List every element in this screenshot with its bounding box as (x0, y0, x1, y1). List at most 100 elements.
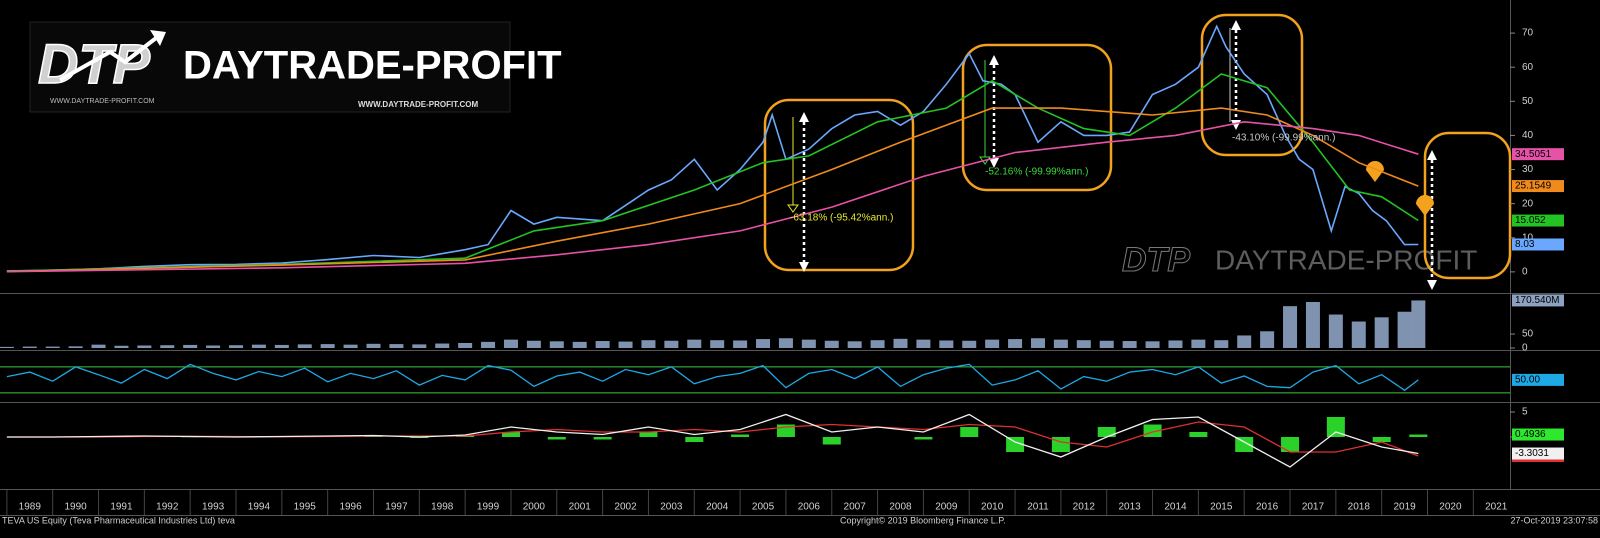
logo-url: WWW.DAYTRADE-PROFIT.COM (358, 100, 478, 109)
bar (343, 344, 358, 348)
x-tick-label: 2014 (1164, 502, 1187, 513)
measure-head (787, 204, 799, 213)
bar (1281, 437, 1300, 452)
annotation: -63.18% (-95.42%ann.) (790, 213, 893, 224)
bar (962, 340, 977, 348)
x-tick-label: 2015 (1210, 502, 1233, 513)
last-value-box (1512, 180, 1564, 193)
bar (501, 432, 520, 437)
x-tick-label: 2000 (523, 502, 546, 513)
logo-mark: DTP (38, 32, 151, 95)
bar (320, 344, 335, 348)
bar (412, 344, 427, 348)
x-tick-label: 2002 (614, 502, 637, 513)
x-tick-label: 2010 (981, 502, 1004, 513)
y-tick-label: 70 (1522, 28, 1534, 39)
last-value-label: 50.00 (1515, 375, 1540, 386)
x-tick-label: 2021 (1485, 502, 1508, 513)
last-value-label: 34.5051 (1515, 149, 1552, 160)
last-value-label: 8.03 (1515, 239, 1535, 250)
line (6, 413, 1419, 468)
bar (914, 437, 933, 440)
x-tick-label: 2012 (1073, 502, 1096, 513)
y-tick-label: 0 (1522, 267, 1528, 278)
y-tick-label: 5 (1522, 407, 1528, 418)
line (6, 363, 1419, 392)
last-value-label: 25.1549 (1515, 181, 1552, 192)
alert-icon (1366, 161, 1384, 182)
bar (251, 344, 266, 348)
bar (1214, 340, 1229, 348)
x-tick-label: 2018 (1348, 502, 1371, 513)
x-tick-label: 2007 (844, 502, 867, 513)
last-value-box (1512, 294, 1564, 307)
x-tick-label: 2001 (569, 502, 592, 513)
arrow-head (1427, 150, 1437, 160)
bar (1145, 341, 1160, 348)
footer-right: 27-Oct-2019 23:07:58 (1510, 515, 1598, 525)
bar (91, 344, 106, 348)
last-value-box (1512, 214, 1564, 227)
bar (756, 339, 771, 348)
bar (847, 341, 862, 348)
logo-arrow-head (150, 30, 166, 46)
plot: 170.540M (0, 294, 1564, 348)
x-tick-label: 1996 (339, 502, 362, 513)
bar (114, 345, 129, 348)
bar (366, 343, 381, 348)
bar (503, 339, 518, 348)
bar (274, 344, 289, 348)
bar (183, 344, 198, 348)
bar (1397, 311, 1412, 348)
bar (1409, 434, 1428, 437)
x-tick-label: 2019 (1393, 502, 1416, 513)
x-tick-label: 2016 (1256, 502, 1279, 513)
bar (1168, 340, 1183, 348)
line (6, 24, 1419, 272)
y-tick-label: 50 (1522, 329, 1534, 340)
arrow-head (989, 55, 999, 65)
plot: 0.4936-3.8-3.3031 (6, 413, 1564, 468)
x-tick-label: 1994 (248, 502, 271, 513)
annotation: -52.16% (-99.99%ann.) (985, 167, 1088, 178)
bar (1006, 437, 1025, 452)
watermark-name: DAYTRADE-PROFIT (1215, 244, 1477, 275)
bar (1189, 432, 1208, 437)
last-value-label: -3.3031 (1515, 448, 1549, 459)
bar (1122, 341, 1137, 348)
line (6, 120, 1419, 273)
x-tick-label: 1997 (385, 502, 408, 513)
y-tick-label: 0 (1522, 343, 1528, 354)
bar (45, 346, 60, 348)
bar (710, 340, 725, 348)
x-tick-label: 2008 (889, 502, 912, 513)
bar (1328, 314, 1343, 348)
bar (22, 346, 37, 348)
last-value-label: 0.4936 (1515, 429, 1546, 440)
x-tick-label: 2004 (706, 502, 729, 513)
bar (1260, 331, 1275, 348)
logo-box (29, 21, 511, 113)
highlight-box (1200, 13, 1304, 157)
highlight-box (961, 43, 1113, 192)
bar (389, 344, 404, 348)
bar (297, 344, 312, 348)
bar (595, 341, 610, 348)
bar (639, 432, 658, 437)
bar (778, 338, 793, 348)
x-tick-label: 1989 (19, 502, 42, 513)
bar (618, 341, 633, 348)
bar (733, 340, 748, 348)
x-tick-label: 2005 (752, 502, 775, 513)
last-value-label: 15.052 (1515, 215, 1546, 226)
logo-name: DAYTRADE-PROFIT (183, 44, 562, 88)
frame (0, 0, 1600, 516)
x-tick-label: 1991 (110, 502, 133, 513)
footer-left: TEVA US Equity (Teva Pharmaceutical Indu… (2, 515, 235, 525)
bar (1099, 340, 1114, 348)
x-tick-label: 2020 (1439, 502, 1462, 513)
last-value-box (1512, 148, 1564, 161)
bar (870, 340, 885, 348)
